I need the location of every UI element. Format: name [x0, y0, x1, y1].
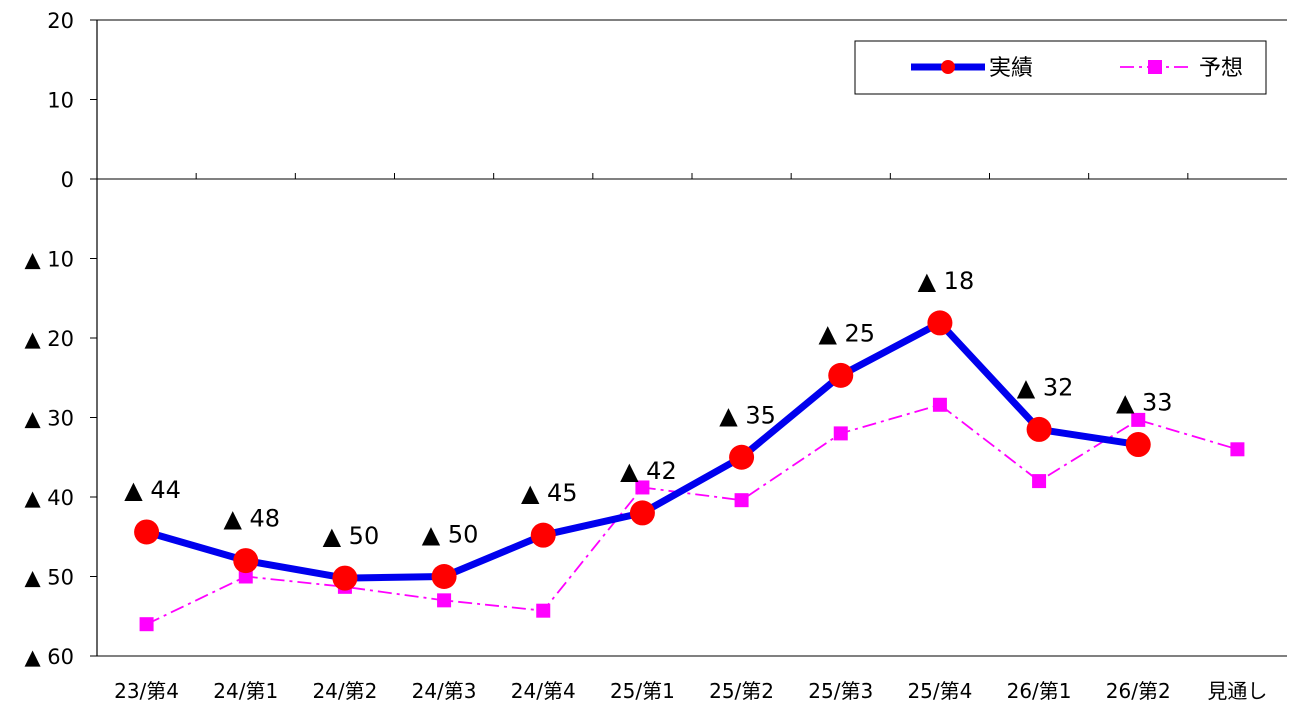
data-label: ▲ 42 — [620, 457, 677, 485]
data-label: ▲ 50 — [422, 521, 479, 549]
data-label: ▲ 18 — [918, 267, 975, 295]
y-tick-label: ▲ 20 — [24, 327, 74, 351]
data-label: ▲ 48 — [223, 505, 280, 533]
forecast-point — [735, 493, 749, 507]
forecast-point — [536, 604, 550, 618]
data-label: ▲ 25 — [818, 319, 875, 347]
y-tick-label: 0 — [61, 168, 74, 192]
x-tick-label: 26/第2 — [1106, 679, 1171, 702]
actual-point — [233, 548, 258, 573]
forecast-point — [834, 426, 848, 440]
actual-point — [828, 363, 853, 388]
x-tick-label: 見通し — [1207, 679, 1267, 702]
forecast-point — [1032, 474, 1046, 488]
x-tick-label: 24/第2 — [312, 679, 377, 702]
actual-point — [1027, 417, 1052, 442]
series-layer — [134, 310, 1244, 631]
actual-point — [332, 566, 357, 591]
y-tick-label: ▲ 30 — [24, 407, 74, 431]
y-tick-label: 20 — [47, 9, 74, 33]
y-tick-label: ▲ 50 — [24, 566, 74, 590]
actual-point — [927, 310, 952, 335]
actual-point — [729, 445, 754, 470]
y-tick-label: ▲ 60 — [24, 645, 74, 669]
data-label: ▲ 45 — [521, 479, 578, 507]
actual-point — [134, 519, 159, 544]
x-tick-label: 24/第1 — [213, 679, 278, 702]
x-tick-label: 25/第1 — [610, 679, 675, 702]
actual-point — [630, 500, 655, 525]
y-tick-label: ▲ 40 — [24, 486, 74, 510]
y-tick-label: ▲ 10 — [24, 248, 74, 272]
data-label: ▲ 44 — [124, 476, 181, 504]
forecast-point — [437, 593, 451, 607]
x-tick-label: 24/第3 — [412, 679, 477, 702]
legend-label-forecast: 予想 — [1199, 56, 1243, 81]
legend-swatch-actual-marker — [941, 60, 955, 74]
x-tick-label: 26/第1 — [1007, 679, 1072, 702]
legend-swatch-forecast-marker — [1148, 60, 1162, 74]
forecast-point — [1230, 442, 1244, 456]
axes: 20 10 0 ▲ 10 ▲ 20 ▲ 30 ▲ 40 ▲ 50 ▲ 60 23/第4 24/第1 2… — [24, 9, 1287, 702]
series-line-actual — [147, 323, 1139, 578]
data-label: ▲ 33 — [1116, 389, 1173, 417]
x-tick-label: 25/第4 — [907, 679, 972, 702]
forecast-point — [140, 617, 154, 631]
x-tick-label: 25/第2 — [709, 679, 774, 702]
data-label: ▲ 50 — [323, 522, 380, 550]
actual-point — [531, 523, 556, 548]
actual-point — [432, 564, 457, 589]
legend: 実績 予想 — [855, 41, 1266, 94]
x-tick-label: 24/第4 — [511, 679, 576, 702]
legend-label-actual: 実績 — [989, 56, 1033, 81]
y-tick-label: 10 — [47, 89, 74, 113]
data-label: ▲ 32 — [1017, 373, 1074, 401]
forecast-point — [933, 398, 947, 412]
x-tick-label: 23/第4 — [114, 679, 179, 702]
x-tick-label: 25/第3 — [808, 679, 873, 702]
actual-point — [1126, 432, 1151, 457]
data-label: ▲ 35 — [719, 401, 776, 429]
